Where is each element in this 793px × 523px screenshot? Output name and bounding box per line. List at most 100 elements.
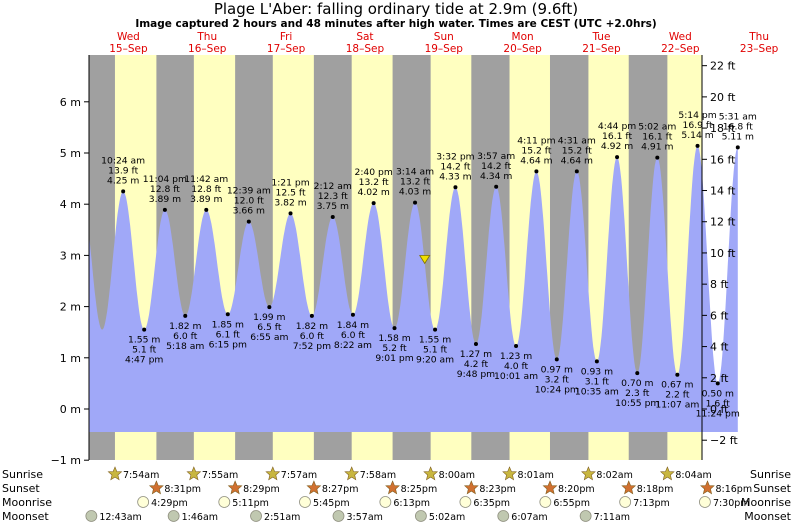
sunset-star-icon [385, 480, 400, 495]
y-tick-label-ft: 18 ft [710, 122, 736, 135]
high-tide-time: 4:44 pm [598, 121, 636, 132]
moonrise-time: 6:35pm [473, 498, 510, 509]
sunset-star-icon [227, 480, 243, 495]
sunset-star-icon [148, 480, 164, 495]
sunset-time: 8:27pm [322, 484, 359, 495]
y-tick-label-m: 1 m [60, 352, 81, 365]
high-tide-metres: 4.64 m [561, 155, 593, 166]
low-tide-feet: 6.0 ft [300, 331, 325, 342]
sunrise-time: 8:01am [518, 470, 554, 481]
day-of-week: Thu [196, 31, 217, 43]
y-tick-label-ft: −2 ft [710, 434, 738, 447]
low-tide-feet: 2.3 ft [625, 388, 650, 399]
low-tide-time: 9:20 am [416, 355, 454, 366]
sunset-time: 8:18pm [637, 484, 674, 495]
high-tide-feet: 16.1 ft [602, 131, 632, 142]
high-tide-time: 11:42 am [184, 174, 228, 185]
sunrise-time: 7:54am [123, 470, 159, 481]
high-tide-time: 2:40 pm [354, 167, 392, 178]
high-tide-feet: 15.2 ft [521, 145, 551, 156]
low-tide-feet: 4.0 ft [504, 361, 529, 372]
high-tide-time: 3:14 am [396, 167, 434, 178]
day-of-week: Thu [748, 31, 769, 43]
moonrise-moon-icon [218, 496, 231, 508]
sunrise-label-right: Sunrise [750, 468, 791, 481]
low-tide-feet: 3.2 ft [545, 374, 570, 385]
low-tide-time: 6:15 pm [209, 339, 247, 350]
high-tide-time: 3:32 pm [436, 151, 474, 162]
moonset-moon-icon [332, 510, 345, 522]
high-tide-metres: 3.75 m [317, 201, 349, 212]
low-tide-point [142, 327, 147, 332]
y-tick-label-ft: 6 ft [710, 309, 729, 322]
high-tide-time: 11:04 pm [143, 174, 187, 185]
moonrise-time: 5:11pm [232, 498, 269, 509]
high-tide-metres: 4.03 m [399, 187, 431, 198]
y-tick-label-m: −1 m [51, 454, 81, 467]
high-tide-feet: 16.1 ft [642, 132, 672, 143]
low-tide-time: 10:24 pm [535, 384, 579, 395]
moonset-time: 6:07am [511, 512, 547, 523]
day-date: 22–Sep [661, 43, 700, 55]
low-tide-metres: 1.23 m [500, 351, 532, 362]
low-tide-point [675, 372, 680, 377]
y-tick-label-ft: 8 ft [710, 278, 729, 291]
sunrise-star-icon [502, 466, 517, 481]
sunset-label-right: Sunset [753, 482, 791, 495]
high-tide-metres: 4.34 m [480, 171, 512, 182]
high-tide-point [204, 207, 209, 212]
high-tide-metres: 4.25 m [107, 175, 139, 186]
moonrise-moon-icon [459, 496, 472, 508]
y-tick-label-ft: 10 ft [710, 247, 736, 260]
low-tide-time: 6:55 am [250, 332, 288, 343]
y-tick-label-m: 5 m [60, 147, 81, 160]
high-tide-time: 2:12 am [314, 181, 352, 192]
y-tick-label-m: 0 m [60, 403, 81, 416]
high-tide-point [615, 155, 620, 160]
moonset-time: 2:51am [264, 512, 300, 523]
y-tick-label-ft: 22 ft [710, 60, 736, 73]
low-tide-metres: 1.84 m [337, 320, 369, 331]
sunset-time: 8:25pm [401, 484, 438, 495]
low-tide-point [183, 313, 188, 318]
sunset-star-icon [463, 480, 479, 495]
moonrise-time: 7:30pm [713, 498, 750, 509]
high-tide-time: 12:39 am [227, 186, 271, 197]
day-of-week: Sun [434, 31, 454, 43]
low-tide-metres: 1.27 m [460, 349, 492, 360]
current-tide-marker [419, 255, 431, 265]
high-tide-metres: 3.89 m [149, 194, 181, 205]
sunrise-star-icon [107, 466, 123, 481]
tide-area [89, 145, 738, 433]
high-tide-point [246, 219, 251, 224]
moonset-label-left: Moonset [2, 510, 49, 523]
sunrise-time: 7:57am [281, 470, 317, 481]
y-tick-label-ft: 20 ft [710, 91, 736, 104]
moonrise-time: 6:55pm [553, 498, 590, 509]
moonrise-moon-icon [619, 496, 632, 508]
low-tide-point [309, 313, 314, 318]
moonset-time: 12:43am [99, 512, 141, 523]
day-of-week: Sat [356, 31, 373, 43]
sunrise-time: 8:02am [596, 470, 632, 481]
low-tide-time: 10:01 am [494, 371, 538, 382]
moonset-moon-icon [85, 510, 98, 522]
high-tide-feet: 14.2 ft [440, 161, 470, 172]
high-tide-feet: 12.5 ft [276, 187, 306, 198]
moonrise-label-left: Moonrise [2, 496, 52, 509]
y-tick-label-ft: 4 ft [710, 341, 729, 354]
low-tide-point [514, 344, 519, 349]
sunrise-time: 8:04am [675, 470, 711, 481]
day-date: 21–Sep [582, 43, 621, 55]
high-tide-feet: 13.2 ft [400, 177, 430, 188]
high-tide-metres: 3.89 m [190, 194, 222, 205]
high-tide-point [494, 184, 499, 189]
high-tide-point [453, 185, 458, 190]
high-tide-feet: 14.2 ft [481, 161, 511, 172]
low-tide-feet: 6.1 ft [216, 329, 241, 340]
day-date: 23–Sep [740, 43, 779, 55]
axes: −1 m 0 m 1 m 2 m 3 m 4 m 5 m 6 m −2 ft 0 ft 2 ft 4 … [51, 55, 738, 467]
moonset-moon-icon [250, 510, 262, 522]
